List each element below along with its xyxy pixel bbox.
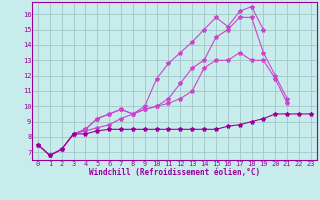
X-axis label: Windchill (Refroidissement éolien,°C): Windchill (Refroidissement éolien,°C) <box>89 168 260 177</box>
